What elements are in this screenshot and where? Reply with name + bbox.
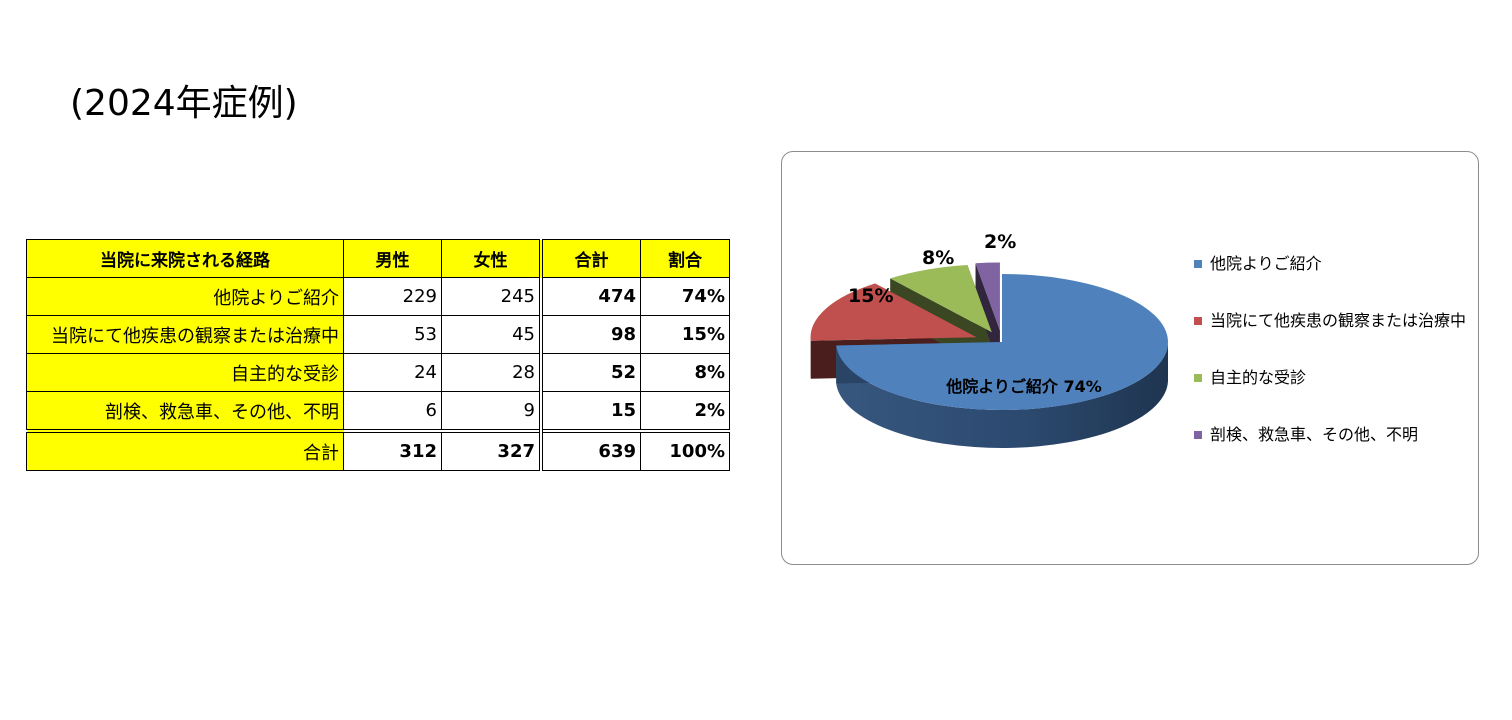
chart-legend: 他院よりご紹介 当院にて他疾患の観察または治療中 自主的な受診 剖検、救急車、そ… (1194, 250, 1466, 478)
header-route: 当院に来院される経路 (26, 239, 344, 278)
cell-female: 9 (441, 391, 542, 432)
row-label: 自主的な受診 (26, 353, 344, 392)
pie-chart: 15% 8% 2% 他院よりご紹介 74% (810, 231, 1168, 448)
row-label: 他院よりご紹介 (26, 277, 344, 316)
legend-swatch (1194, 430, 1202, 439)
legend-item: 自主的な受診 (1194, 364, 1466, 421)
table-total-row: 合計 312 327 639 100% (26, 429, 730, 471)
legend-item: 剖検、救急車、その他、不明 (1194, 421, 1466, 478)
cell-ratio: 8% (640, 353, 730, 392)
legend-swatch (1194, 259, 1202, 268)
legend-label: 自主的な受診 (1210, 368, 1307, 387)
legend-label: 剖検、救急車、その他、不明 (1210, 425, 1419, 444)
cell-total: 15 (539, 391, 641, 432)
legend-item: 他院よりご紹介 (1194, 250, 1466, 307)
table-row: 当院にて他疾患の観察または治療中 53 45 98 15% (26, 315, 730, 354)
cell-total: 52 (539, 353, 641, 392)
table-header-row: 当院に来院される経路 男性 女性 合計 割合 (26, 239, 730, 278)
page-title: (2024年症例) (70, 83, 298, 124)
total-label: 合計 (26, 429, 344, 471)
table-row: 剖検、救急車、その他、不明 6 9 15 2% (26, 391, 730, 432)
cell-female: 245 (441, 277, 542, 316)
cell-male: 53 (343, 315, 442, 354)
legend-swatch (1194, 373, 1202, 382)
pie-slice (836, 274, 1168, 410)
cell-ratio: 74% (640, 277, 730, 316)
pie-slice (890, 264, 992, 333)
total-ratio: 100% (640, 429, 730, 471)
total-male: 312 (343, 429, 442, 471)
row-label: 当院にて他疾患の観察または治療中 (26, 315, 344, 354)
pie-chart-panel: 15% 8% 2% 他院よりご紹介 74% 他院よりご紹介 当院にて他疾患の観察または… (781, 151, 1479, 565)
cell-ratio: 2% (640, 391, 730, 432)
total-total: 639 (539, 429, 641, 471)
cell-ratio: 15% (640, 315, 730, 354)
cell-male: 24 (343, 353, 442, 392)
table-row: 他院よりご紹介 229 245 474 74% (26, 277, 730, 316)
legend-label: 他院よりご紹介 (1210, 254, 1322, 273)
pie-inside-label: 他院よりご紹介 74% (945, 377, 1102, 396)
cell-female: 45 (441, 315, 542, 354)
row-label: 剖検、救急車、その他、不明 (26, 391, 344, 432)
cell-male: 229 (343, 277, 442, 316)
legend-swatch (1194, 316, 1202, 325)
cell-male: 6 (343, 391, 442, 432)
pie-slice (810, 283, 977, 341)
pie-data-label: 8% (922, 247, 954, 269)
header-total: 合計 (539, 239, 641, 278)
cell-total: 474 (539, 277, 641, 316)
total-female: 327 (441, 429, 542, 471)
cell-total: 98 (539, 315, 641, 354)
header-female: 女性 (441, 239, 542, 278)
pie-data-label: 15% (848, 285, 893, 307)
cases-table: 当院に来院される経路 男性 女性 合計 割合 他院よりご紹介 229 245 4… (26, 239, 730, 471)
header-male: 男性 (343, 239, 442, 278)
cell-female: 28 (441, 353, 542, 392)
legend-item: 当院にて他疾患の観察または治療中 (1194, 307, 1466, 364)
pie-slice-side (836, 342, 1168, 448)
legend-label: 当院にて他疾患の観察または治療中 (1210, 311, 1467, 330)
pie-slice (975, 262, 1000, 331)
header-ratio: 割合 (640, 239, 730, 278)
table-row: 自主的な受診 24 28 52 8% (26, 353, 730, 392)
pie-data-label: 2% (984, 231, 1016, 253)
